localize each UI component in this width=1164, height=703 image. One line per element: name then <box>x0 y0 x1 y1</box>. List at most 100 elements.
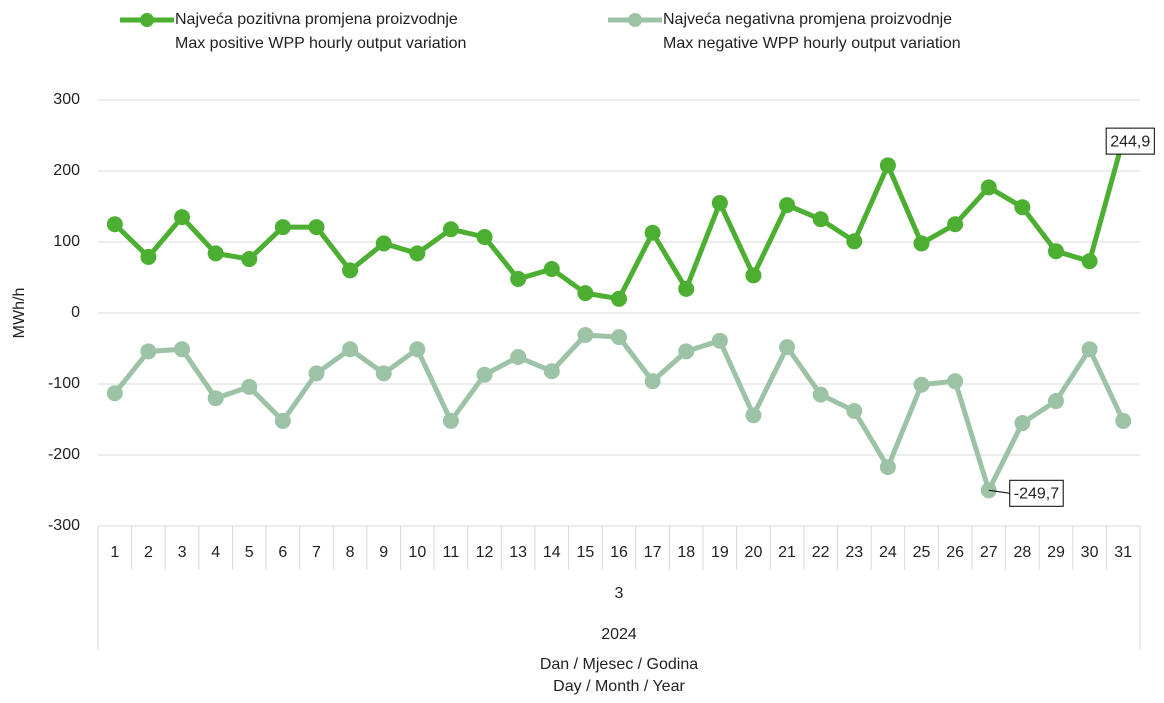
y-axis-title: MWh/h <box>11 288 28 339</box>
point <box>342 341 359 358</box>
point <box>644 373 661 390</box>
point <box>913 376 930 393</box>
point <box>611 329 627 346</box>
x-tick-label: 7 <box>312 544 321 561</box>
series-line <box>112 332 1126 493</box>
x-tick-label: 10 <box>408 544 426 561</box>
x-tick-label: 8 <box>346 544 355 561</box>
data-label-group: -249,7 <box>988 479 1064 507</box>
point <box>947 373 964 390</box>
point <box>342 262 359 279</box>
x-tick-label: 9 <box>379 544 388 561</box>
data-label-group: 244,9 <box>1105 127 1155 155</box>
point <box>913 235 930 252</box>
x-tick-label: 12 <box>476 544 494 561</box>
point <box>308 365 325 382</box>
y-tick-label: -200 <box>48 446 80 463</box>
point <box>510 270 527 287</box>
point <box>879 157 896 174</box>
x-tick-label: 16 <box>610 544 628 561</box>
x-tick-label: 26 <box>946 544 964 561</box>
point <box>241 378 258 395</box>
legend-label: Najveća negativna promjena proizvodnje M… <box>663 11 961 52</box>
month-label: 3 <box>615 585 624 602</box>
point <box>442 412 459 429</box>
x-tick-label: 13 <box>509 544 527 561</box>
point <box>274 219 291 236</box>
x-tick-label: 2 <box>144 544 153 561</box>
point <box>510 349 527 366</box>
point <box>779 339 796 356</box>
point <box>779 197 796 214</box>
x-tick-label: 19 <box>711 544 729 561</box>
data-label-box <box>1105 127 1155 155</box>
series-line <box>113 138 1126 302</box>
x-tick-label: 20 <box>745 544 763 561</box>
point <box>476 366 493 383</box>
x-tick-label: 27 <box>980 544 998 561</box>
legend-label: Najveća pozitivna promjena proizvodnje M… <box>175 11 467 52</box>
y-tick-label: 0 <box>71 304 80 321</box>
x-tick-label: 4 <box>211 544 220 561</box>
x-tick-label: 21 <box>778 544 796 561</box>
point <box>577 327 594 344</box>
x-tick-label: 31 <box>1114 544 1132 561</box>
point <box>476 229 493 246</box>
point <box>644 224 661 241</box>
y-tick-label: 300 <box>53 91 80 108</box>
legend-marker <box>140 13 154 27</box>
point <box>174 341 191 358</box>
point <box>879 459 896 476</box>
year-label: 2024 <box>601 626 637 643</box>
x-tick-label: 23 <box>845 544 863 561</box>
point <box>140 343 157 360</box>
point <box>543 363 560 380</box>
x-tick-label: 1 <box>110 544 119 561</box>
point <box>812 211 829 228</box>
data-label: 244,9 <box>1110 133 1150 150</box>
point <box>140 248 157 265</box>
point <box>1014 199 1031 216</box>
point <box>106 385 123 402</box>
point <box>442 221 459 238</box>
point <box>678 343 695 360</box>
point <box>947 216 964 233</box>
data-label: -249,7 <box>1014 486 1059 503</box>
point <box>207 245 224 262</box>
point <box>678 280 695 297</box>
point <box>745 407 762 424</box>
point <box>207 390 224 407</box>
legend-marker <box>628 13 642 27</box>
point <box>980 179 997 196</box>
point <box>375 365 392 382</box>
leader-line <box>988 489 1010 494</box>
x-tick-label: 6 <box>278 544 287 561</box>
point <box>308 219 325 236</box>
y-tick-label: -100 <box>48 375 80 392</box>
x-tick-label: 22 <box>812 544 830 561</box>
x-tick-label: 11 <box>443 544 460 561</box>
x-tick-label: 14 <box>543 544 561 561</box>
x-tick-label: 30 <box>1081 544 1099 561</box>
y-tick-label: 200 <box>53 162 80 179</box>
point <box>106 216 123 233</box>
x-tick-label: 24 <box>879 544 897 561</box>
point <box>543 260 560 277</box>
point <box>1047 243 1064 260</box>
point <box>611 290 627 307</box>
x-tick-label: 5 <box>245 544 254 561</box>
point <box>174 209 191 226</box>
point <box>846 233 863 250</box>
x-tick-label: 3 <box>178 544 187 561</box>
x-tick-label: 17 <box>644 544 662 561</box>
x-axis-title: Dan / Mjesec / Godina Day / Month / Year <box>539 656 699 695</box>
point <box>1014 415 1031 432</box>
point <box>812 386 829 403</box>
point <box>846 402 863 419</box>
point <box>241 251 258 268</box>
point <box>409 341 426 358</box>
x-tick-label: 18 <box>677 544 695 561</box>
point <box>274 412 291 429</box>
